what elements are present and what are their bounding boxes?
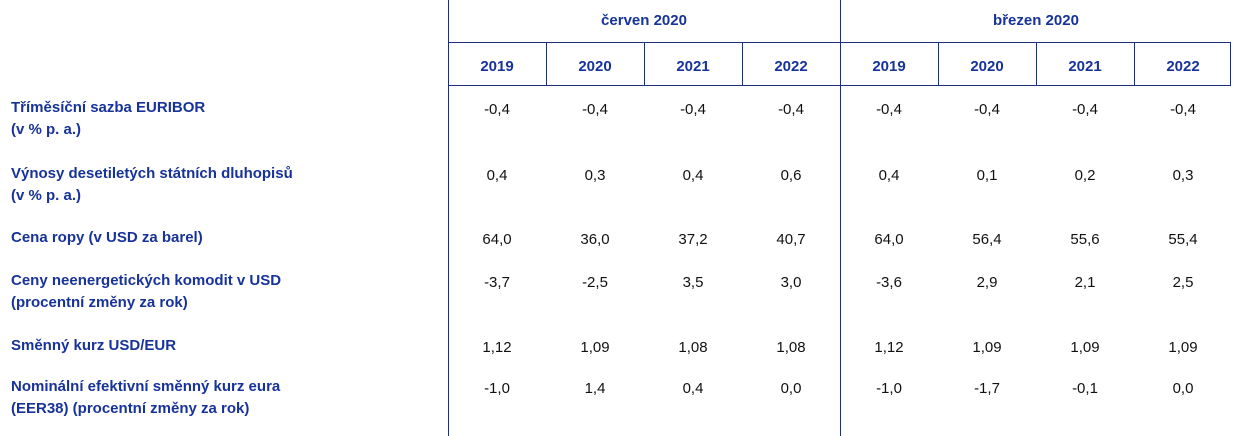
cell-value: 0,1 bbox=[976, 167, 998, 184]
cell-value: -2,5 bbox=[582, 274, 608, 291]
cell-value: 55,4 bbox=[1168, 231, 1198, 248]
cell-value: 2,1 bbox=[1074, 274, 1096, 291]
year-header: 2020 bbox=[970, 58, 1004, 75]
row-label: (v % p. a.) bbox=[11, 187, 82, 204]
cell-value: -0,4 bbox=[680, 101, 706, 118]
cell-value: 0,2 bbox=[1074, 167, 1096, 184]
year-header: 2022 bbox=[774, 58, 808, 75]
cell-value: 1,09 bbox=[580, 339, 610, 356]
row-label: (procentní změny za rok) bbox=[11, 294, 188, 311]
cell-value: 1,4 bbox=[584, 380, 606, 397]
cell-value: -0,1 bbox=[1072, 380, 1098, 397]
cell-value: -0,4 bbox=[876, 101, 902, 118]
cell-value: 64,0 bbox=[874, 231, 904, 248]
cell-value: 40,7 bbox=[776, 231, 806, 248]
cell-value: 0,0 bbox=[1172, 380, 1194, 397]
cell-value: 56,4 bbox=[972, 231, 1002, 248]
year-header: 2022 bbox=[1166, 58, 1200, 75]
divider bbox=[644, 42, 645, 86]
group-header: červen 2020 bbox=[601, 12, 687, 29]
cell-value: -0,4 bbox=[582, 101, 608, 118]
cell-value: 0,4 bbox=[682, 167, 704, 184]
cell-value: 3,5 bbox=[682, 274, 704, 291]
cell-value: -3,7 bbox=[484, 274, 510, 291]
divider bbox=[938, 42, 939, 86]
cell-value: 1,08 bbox=[776, 339, 806, 356]
cell-value: 0,4 bbox=[486, 167, 508, 184]
cell-value: -0,4 bbox=[484, 101, 510, 118]
cell-value: -0,4 bbox=[778, 101, 804, 118]
year-header: 2019 bbox=[872, 58, 906, 75]
divider bbox=[1230, 42, 1231, 86]
cell-value: 2,9 bbox=[976, 274, 998, 291]
divider bbox=[742, 42, 743, 86]
year-header: 2019 bbox=[480, 58, 514, 75]
cell-value: 36,0 bbox=[580, 231, 610, 248]
cell-value: 1,12 bbox=[874, 339, 904, 356]
cell-value: -0,4 bbox=[1170, 101, 1196, 118]
divider bbox=[448, 0, 449, 436]
cell-value: 0,4 bbox=[682, 380, 704, 397]
divider bbox=[840, 0, 841, 436]
cell-value: -3,6 bbox=[876, 274, 902, 291]
cell-value: 0,3 bbox=[1172, 167, 1194, 184]
row-label: (EER38) (procentní změny za rok) bbox=[11, 400, 250, 417]
row-label: Ceny neenergetických komodit v USD bbox=[11, 272, 282, 289]
row-label: Směnný kurz USD/EUR bbox=[11, 337, 177, 354]
cell-value: -0,4 bbox=[974, 101, 1000, 118]
cell-value: 64,0 bbox=[482, 231, 512, 248]
cell-value: 1,08 bbox=[678, 339, 708, 356]
row-label: Nominální efektivní směnný kurz eura bbox=[11, 378, 281, 395]
year-header: 2021 bbox=[1068, 58, 1102, 75]
row-label: Výnosy desetiletých státních dluhopisů bbox=[11, 165, 293, 182]
cell-value: 0,4 bbox=[878, 167, 900, 184]
cell-value: 0,0 bbox=[780, 380, 802, 397]
divider bbox=[1134, 42, 1135, 86]
cell-value: 3,0 bbox=[780, 274, 802, 291]
divider bbox=[1036, 42, 1037, 86]
cell-value: 55,6 bbox=[1070, 231, 1100, 248]
cell-value: 0,6 bbox=[780, 167, 802, 184]
group-header: březen 2020 bbox=[993, 12, 1079, 29]
cell-value: 1,09 bbox=[972, 339, 1002, 356]
divider bbox=[546, 42, 547, 86]
year-header: 2021 bbox=[676, 58, 710, 75]
year-header: 2020 bbox=[578, 58, 612, 75]
cell-value: 0,3 bbox=[584, 167, 606, 184]
row-label: Cena ropy (v USD za barel) bbox=[11, 229, 203, 246]
cell-value: 37,2 bbox=[678, 231, 708, 248]
header-rule bbox=[448, 85, 1230, 86]
cell-value: 1,09 bbox=[1168, 339, 1198, 356]
cell-value: -1,0 bbox=[484, 380, 510, 397]
cell-value: -1,0 bbox=[876, 380, 902, 397]
cell-value: 1,12 bbox=[482, 339, 512, 356]
cell-value: 1,09 bbox=[1070, 339, 1100, 356]
header-rule bbox=[448, 42, 1230, 43]
cell-value: 2,5 bbox=[1172, 274, 1194, 291]
row-label: (v % p. a.) bbox=[11, 121, 82, 138]
cell-value: -1,7 bbox=[974, 380, 1000, 397]
cell-value: -0,4 bbox=[1072, 101, 1098, 118]
row-label: Tříměsíční sazba EURIBOR bbox=[11, 99, 206, 116]
